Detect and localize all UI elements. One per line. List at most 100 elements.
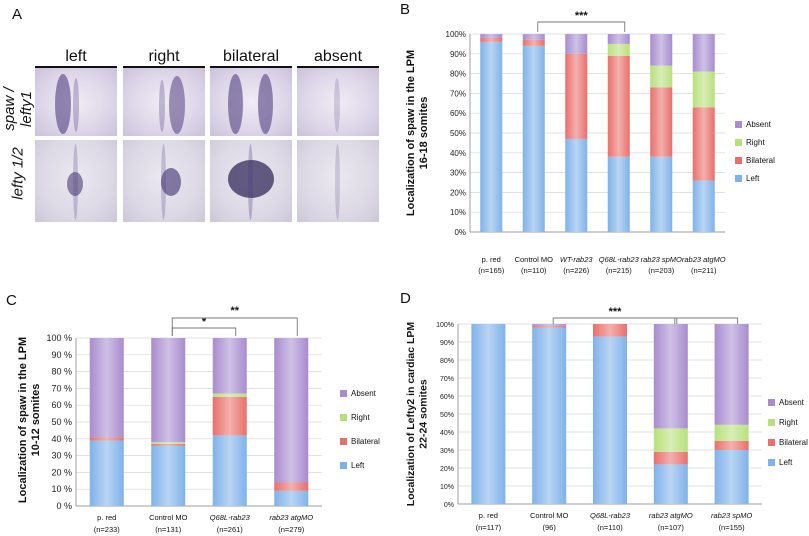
x-category-label: Control MO: [515, 255, 554, 264]
legend-swatch-right: [340, 414, 347, 421]
legend-label-absent: Absent: [351, 389, 377, 398]
bar-segment-bilateral: [480, 37, 503, 42]
y-tick-label: 80 %: [51, 367, 72, 377]
bar-segment-left: [212, 435, 247, 506]
legend-label-right: Right: [746, 138, 765, 147]
bar-segment-left: [89, 440, 124, 506]
x-category-n-label: (n=110): [597, 523, 623, 532]
legend-label-right: Right: [779, 418, 798, 427]
bar-segment-left: [522, 45, 545, 232]
x-category-label: rab23 atgMO: [682, 255, 726, 264]
bar-segment-absent: [522, 34, 545, 40]
x-category-n-label: (n=165): [478, 266, 505, 275]
y-tick-label: 20 %: [51, 467, 72, 477]
y-tick-label: 10%: [450, 208, 466, 217]
y-tick-label: 30%: [450, 169, 466, 178]
bar-segment-left: [714, 450, 749, 504]
bar-segment-absent: [274, 338, 309, 483]
y-tick-label: 90%: [450, 50, 466, 59]
y-axis-label-line: Localization of Lefty2 in cardiac LPM: [405, 322, 417, 507]
y-axis-label: Localization of spaw in the LPM10-12 som…: [17, 337, 42, 503]
significance-bracket: [537, 21, 626, 32]
column-underline: [35, 66, 117, 68]
legend-label-absent: Absent: [746, 120, 772, 129]
legend-label-absent: Absent: [779, 398, 805, 407]
column-underline: [123, 66, 205, 68]
bar-segment-absent: [480, 34, 503, 38]
x-category-label: rab23 spMO: [711, 511, 752, 520]
legend-label-bilateral: Bilateral: [779, 438, 808, 447]
x-category-n-label: (n=279): [278, 525, 305, 534]
y-tick-label: 90%: [440, 340, 454, 347]
legend-label-right: Right: [351, 413, 370, 422]
bar-segment-left: [607, 156, 630, 232]
bar-segment-left: [471, 324, 506, 504]
y-tick-label: 100 %: [46, 333, 72, 343]
x-category-label: rab23 atgMO: [269, 513, 313, 522]
significance-label: ***: [609, 306, 623, 318]
embryo-image-lefty-absent: [297, 140, 379, 222]
bar-segment-bilateral: [593, 324, 627, 337]
y-axis-label-line: 22-24 somites: [418, 379, 430, 449]
significance-label: **: [230, 305, 239, 317]
x-category-n-label: (n=155): [719, 523, 746, 532]
legend-swatch-right: [735, 139, 742, 146]
panel-letter-d: D: [400, 290, 411, 307]
legend-swatch-left: [340, 462, 347, 469]
bar-segment-left: [480, 41, 503, 232]
x-category-n-label: (n=215): [606, 266, 633, 275]
x-category-n-label: (n=131): [155, 525, 182, 534]
bar-segment-absent: [532, 324, 567, 326]
y-tick-label: 60 %: [51, 400, 72, 410]
embryo-image-spaw-absent: [297, 68, 379, 136]
x-category-label: Control MO: [149, 513, 188, 522]
y-tick-label: 40 %: [51, 434, 72, 444]
bar-segment-left: [274, 490, 309, 506]
y-axis-label-line: Localization of spaw in the LPM: [17, 337, 29, 503]
column-header-absent: absent: [313, 48, 363, 65]
bar-segment-bilateral: [212, 396, 247, 436]
bar-segment-bilateral: [522, 39, 545, 46]
y-tick-label: 10 %: [51, 484, 72, 494]
legend-label-left: Left: [746, 174, 760, 183]
bar-segment-bilateral: [650, 87, 673, 157]
bar-segment-right: [653, 428, 688, 452]
bar-segment-absent: [151, 338, 186, 443]
bar-segment-absent: [692, 34, 715, 72]
x-category-label: p. red: [97, 513, 116, 522]
legend-swatch-left: [735, 175, 742, 182]
bar-segment-left: [593, 336, 627, 504]
legend-label-bilateral: Bilateral: [351, 437, 380, 446]
x-category-n-label: (96): [543, 523, 557, 532]
y-tick-label: 70 %: [51, 383, 72, 393]
y-axis-label: Localization of spaw in the LPM16-18 som…: [405, 50, 430, 216]
y-tick-label: 10%: [440, 484, 454, 491]
legend-swatch-left: [768, 459, 775, 466]
y-tick-label: 20%: [440, 466, 454, 473]
bar-segment-bilateral: [274, 482, 309, 491]
y-tick-label: 50%: [440, 412, 454, 419]
legend-swatch-bilateral: [735, 157, 742, 164]
panel-a-image-grid: A left right bilateral absent spaw / lef…: [0, 0, 390, 260]
legend-swatch-absent: [768, 399, 775, 406]
x-category-n-label: (n=233): [94, 525, 121, 534]
y-tick-label: 50 %: [51, 417, 72, 427]
bar-segment-bilateral: [89, 437, 124, 441]
significance-bracket: [552, 317, 678, 324]
significance-bracket: [674, 317, 739, 324]
embryo-image-spaw-right: [123, 68, 205, 136]
column-header-left: left: [65, 48, 87, 65]
bar-segment-absent: [653, 324, 688, 429]
y-tick-label: 80%: [450, 70, 466, 79]
x-category-n-label: (n=226): [563, 266, 590, 275]
y-tick-label: 100%: [446, 30, 466, 39]
bar-segment-bilateral: [653, 451, 688, 465]
x-category-n-label: (n=211): [691, 266, 717, 275]
y-tick-label: 30 %: [51, 451, 72, 461]
x-category-label: WT-rab23: [560, 255, 593, 264]
bar-segment-absent: [607, 34, 630, 44]
legend-swatch-right: [768, 419, 775, 426]
y-tick-label: 90 %: [51, 350, 72, 360]
legend-swatch-bilateral: [340, 438, 347, 445]
